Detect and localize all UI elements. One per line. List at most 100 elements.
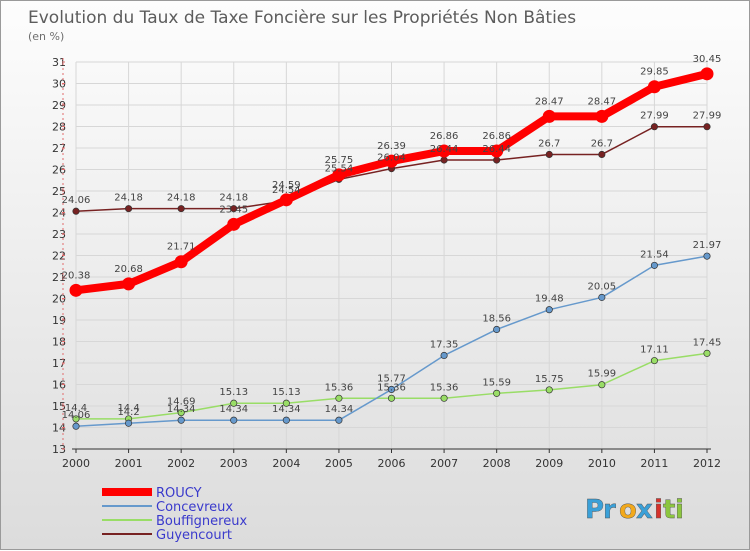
- data-label-guyencourt: 26.44: [430, 144, 459, 155]
- data-label-bouffignereux: 14.4: [117, 403, 139, 414]
- legend-label-roucy: ROUCY: [156, 486, 202, 501]
- proxiti-logo: Pr o x i t i: [585, 495, 684, 525]
- data-point-guyencourt: [598, 150, 606, 159]
- data-label-concevreux: 19.48: [535, 294, 564, 305]
- data-point-bouffignereux: [387, 394, 396, 402]
- chart-subtitle: (en %): [28, 30, 64, 43]
- data-label-bouffignereux: 15.13: [219, 387, 248, 398]
- y-tick-label: 13: [52, 443, 66, 456]
- data-point-concevreux: [650, 261, 658, 269]
- x-tick-label: 2005: [325, 457, 353, 470]
- data-point-guyencourt: [650, 123, 658, 131]
- x-tick-label: 2012: [693, 457, 721, 470]
- data-label-bouffignereux: 15.36: [325, 382, 354, 393]
- data-point-concevreux: [72, 422, 80, 430]
- x-tick-label: 2009: [535, 457, 563, 470]
- data-point-roucy: [595, 109, 609, 123]
- y-tick-label: 30: [52, 78, 66, 91]
- data-point-guyencourt: [440, 156, 448, 164]
- x-tick-label: 2002: [167, 457, 195, 470]
- data-label-concevreux: 14.2: [117, 407, 139, 418]
- data-label-concevreux: 14.06: [62, 410, 91, 421]
- x-tick-label: 2008: [483, 457, 511, 470]
- data-point-concevreux: [493, 325, 501, 334]
- x-tick-label: 2001: [115, 457, 143, 470]
- data-label-concevreux: 18.56: [482, 313, 511, 324]
- data-label-roucy: 28.47: [588, 96, 617, 107]
- y-tick-label: 23: [52, 228, 66, 241]
- x-tick-label: 2000: [62, 457, 90, 470]
- data-label-bouffignereux: 14.69: [167, 397, 196, 408]
- x-tick-label: 2007: [430, 457, 458, 470]
- data-label-roucy: 26.86: [430, 131, 459, 142]
- data-label-bouffignereux: 17.11: [640, 345, 669, 356]
- data-point-bouffignereux: [598, 381, 606, 389]
- data-point-guyencourt: [177, 205, 185, 213]
- data-point-concevreux: [598, 293, 606, 301]
- data-label-roucy: 26.86: [482, 131, 511, 142]
- data-label-bouffignereux: 15.13: [272, 387, 301, 398]
- data-label-bouffignereux: 17.45: [693, 337, 722, 348]
- data-point-roucy: [700, 67, 714, 81]
- data-label-concevreux: 17.35: [430, 339, 459, 350]
- data-point-bouffignereux: [440, 394, 448, 402]
- data-point-bouffignereux: [545, 386, 553, 394]
- data-label-guyencourt: 26.7: [538, 138, 560, 149]
- data-label-roucy: 25.75: [325, 155, 354, 166]
- data-point-bouffignereux: [282, 399, 290, 407]
- data-label-concevreux: 15.77: [377, 373, 406, 384]
- data-label-guyencourt: 24.18: [114, 193, 143, 204]
- data-label-guyencourt: 24.54: [272, 185, 301, 196]
- data-point-roucy: [122, 277, 136, 291]
- data-point-bouffignereux: [72, 415, 80, 423]
- logo-letter: x: [636, 495, 653, 525]
- data-label-concevreux: 20.05: [588, 281, 617, 292]
- data-point-roucy: [174, 255, 188, 269]
- data-point-bouffignereux: [230, 399, 238, 407]
- data-point-concevreux: [335, 416, 343, 424]
- data-point-roucy: [437, 144, 451, 158]
- data-label-bouffignereux: 14.4: [65, 403, 87, 414]
- data-label-concevreux: 21.54: [640, 249, 669, 260]
- data-label-roucy: 23.45: [219, 204, 248, 215]
- data-label-bouffignereux: 15.36: [430, 382, 459, 393]
- logo-letter: P: [585, 495, 604, 525]
- data-labels: 20.38 20.68 21.71 23.45 24.59 25.75 26.39 26.86…: [62, 54, 722, 421]
- data-label-guyencourt: 26.7: [591, 138, 613, 149]
- data-point-guyencourt: [72, 207, 80, 215]
- legend-label-guyencourt: Guyencourt: [156, 528, 232, 543]
- x-tick-label: 2004: [272, 457, 300, 470]
- data-point-guyencourt: [545, 150, 553, 159]
- y-tick-label: 20: [52, 293, 66, 306]
- logo-letter: t: [663, 495, 675, 525]
- data-label-guyencourt: 24.06: [62, 195, 91, 206]
- data-point-roucy: [647, 80, 661, 94]
- y-tick-label: 17: [52, 357, 66, 370]
- data-label-guyencourt: 27.99: [693, 111, 722, 122]
- data-label-bouffignereux: 15.75: [535, 374, 564, 385]
- data-point-concevreux: [440, 351, 448, 360]
- data-label-roucy: 26.39: [377, 141, 406, 152]
- logo-letter: r: [603, 495, 616, 525]
- data-label-roucy: 28.47: [535, 96, 564, 107]
- data-label-guyencourt: 25.54: [325, 163, 354, 174]
- data-point-bouffignereux: [493, 389, 501, 397]
- data-label-bouffignereux: 15.59: [482, 377, 511, 388]
- data-point-guyencourt: [230, 205, 238, 213]
- series-group: [69, 67, 714, 430]
- data-point-roucy: [227, 217, 241, 231]
- data-point-concevreux: [703, 252, 711, 260]
- data-point-roucy: [385, 154, 398, 168]
- data-label-guyencourt: 26.44: [482, 144, 511, 155]
- data-point-concevreux: [282, 416, 290, 424]
- data-point-bouffignereux: [650, 357, 658, 365]
- legend-label-bouffignereux: Bouffignereux: [156, 514, 247, 529]
- data-point-concevreux: [177, 416, 185, 424]
- data-label-roucy: 24.59: [272, 180, 301, 191]
- data-point-concevreux: [387, 385, 396, 393]
- data-point-concevreux: [545, 306, 553, 314]
- data-point-guyencourt: [703, 123, 711, 131]
